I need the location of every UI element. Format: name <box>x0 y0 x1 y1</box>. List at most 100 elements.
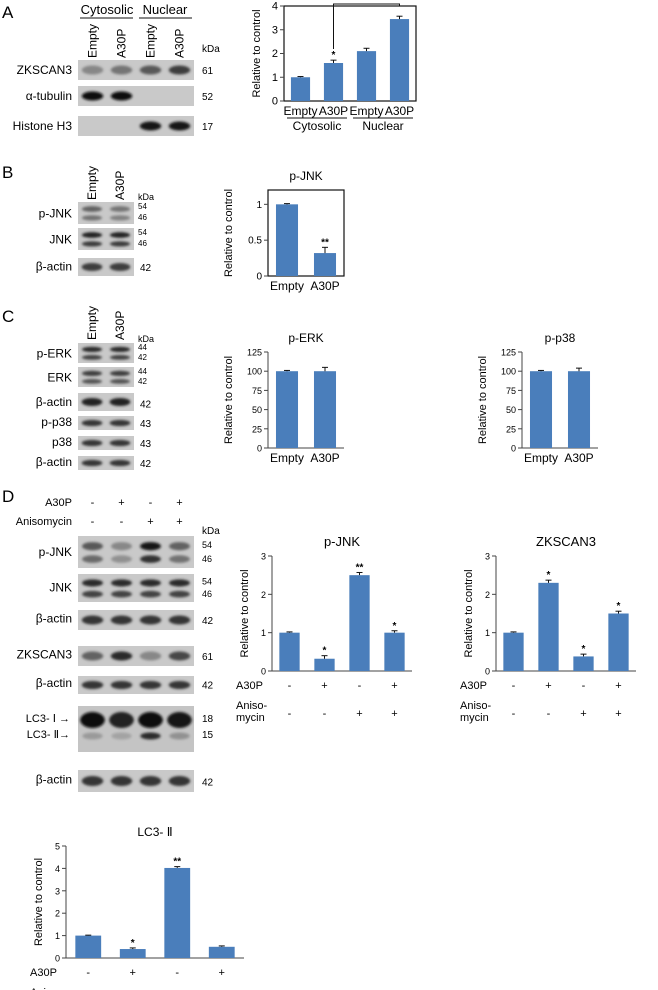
condition-sign: - <box>512 708 516 720</box>
row-label: JNK <box>49 232 72 246</box>
blot-row-band <box>81 65 104 75</box>
blot-row-band-lower <box>109 215 131 221</box>
blot-row-band-upper <box>82 542 103 551</box>
bar <box>275 204 299 276</box>
y-axis-label: Relative to control <box>239 569 251 657</box>
lane-label: A30P <box>113 311 127 340</box>
condition-sign: + <box>147 516 153 528</box>
x-group-label: Cytosolic <box>293 119 342 133</box>
blot-row-band-lower <box>82 590 103 598</box>
y-axis-label: Relative to control <box>251 9 263 97</box>
condition-sign: + <box>580 708 586 720</box>
y-tick-label: 0 <box>485 667 490 677</box>
x-tick-label: Empty <box>283 104 317 118</box>
blot-row-membrane <box>78 86 194 106</box>
blot-row-band-lower <box>81 215 103 221</box>
kda-marker: 43 <box>140 419 152 430</box>
plot-frame <box>267 189 345 277</box>
row-label: ZKSCAN3 <box>17 63 73 77</box>
x-tick-label: A30P <box>310 451 339 465</box>
row-label: p-ERK <box>37 346 72 360</box>
condition-sign: - <box>175 967 179 979</box>
bar <box>313 253 337 276</box>
y-tick-label: 25 <box>506 424 516 434</box>
bar <box>503 632 524 671</box>
kda-marker: 61 <box>202 652 214 663</box>
row-label: ZKSCAN3 <box>17 647 73 661</box>
kda-marker: 54 <box>138 202 147 211</box>
significance-mark: * <box>582 644 586 655</box>
significance-mark: ** <box>173 857 181 868</box>
blot-row-band-lower <box>140 590 161 598</box>
y-tick-label: 0.5 <box>248 236 262 247</box>
condition-sign: + <box>545 680 551 692</box>
condition-label: Aniso- <box>460 700 492 712</box>
blot-row-band-lower <box>82 732 103 740</box>
blot-row-band-lower <box>81 379 103 384</box>
kda-marker: 42 <box>202 616 214 627</box>
kda-marker: 46 <box>202 554 212 564</box>
y-tick-label: 75 <box>506 386 516 396</box>
lane-label: Empty <box>85 166 99 200</box>
y-tick-label: 1 <box>256 200 262 211</box>
blot-row-membrane <box>78 574 194 602</box>
y-axis-label: Relative to control <box>33 858 45 946</box>
kda-marker: 42 <box>140 459 152 470</box>
y-axis-label: Relative to control <box>223 189 235 277</box>
blot-row-membrane <box>78 436 134 450</box>
chart-c1: 0 25 50 75 100 125 Relative to control p-ERK Emp… <box>223 331 344 465</box>
blot-row-band-lower <box>140 732 161 740</box>
blot-row-membrane <box>78 610 194 630</box>
panel-b-blot: Empty A30P kDa p-JNK 54 46 JNK 54 46 β-actin 42 <box>36 166 154 276</box>
condition-sign: - <box>120 516 124 528</box>
condition-sign: - <box>288 680 292 692</box>
kda-marker: 15 <box>202 730 214 741</box>
bar <box>573 656 594 671</box>
chart-d2: 0 1 2 3 Relative to control ZKSCAN3 * * * A30P - + -… <box>460 534 636 724</box>
row-label: β-actin <box>36 676 72 690</box>
y-tick-label: 3 <box>261 552 266 562</box>
blot-row-band <box>81 615 104 625</box>
blot-row-membrane <box>78 456 134 470</box>
y-tick-label: 3 <box>485 552 490 562</box>
kda-marker: 52 <box>202 92 214 103</box>
condition-sign: + <box>176 516 182 528</box>
blot-row-band-upper <box>80 712 105 728</box>
blot-row-band <box>81 397 103 407</box>
blot-row-membrane <box>78 393 134 411</box>
blot-row-band <box>110 680 133 690</box>
significance-mark: * <box>393 621 397 632</box>
kda-marker: 54 <box>202 577 212 587</box>
group-label-nuclear: Nuclear <box>143 2 188 17</box>
kda-marker: 18 <box>202 714 214 725</box>
y-axis-label: Relative to control <box>477 356 489 444</box>
blot-row-membrane <box>78 60 194 80</box>
condition-sign: - <box>86 967 90 979</box>
blot-row-band-upper <box>169 579 190 587</box>
condition-label: A30P <box>45 497 72 509</box>
lane-label: Empty <box>144 24 158 58</box>
y-tick-label: 125 <box>247 348 262 358</box>
blot-row-band-lower <box>81 241 103 247</box>
significance-mark: ** <box>321 237 329 248</box>
y-tick-label: 1 <box>485 628 490 638</box>
lane-label: A30P <box>113 171 127 200</box>
kda-header: kDa <box>138 192 154 202</box>
blot-row-band <box>109 419 131 427</box>
blot-row-band-upper <box>81 370 103 376</box>
blot-row-band <box>139 776 162 786</box>
blot-row-membrane <box>78 202 134 224</box>
chart-title: p-p38 <box>545 331 576 345</box>
row-label: p-JNK <box>39 206 72 220</box>
blot-row-band <box>110 615 133 625</box>
y-tick-label: 50 <box>506 405 516 415</box>
significance-mark: * <box>131 938 135 949</box>
bar <box>290 77 311 101</box>
y-tick-label: 1 <box>55 931 60 941</box>
kda-marker: 46 <box>138 213 147 222</box>
blot-row-band-lower <box>111 555 132 563</box>
lane-label: A30P <box>173 29 187 58</box>
